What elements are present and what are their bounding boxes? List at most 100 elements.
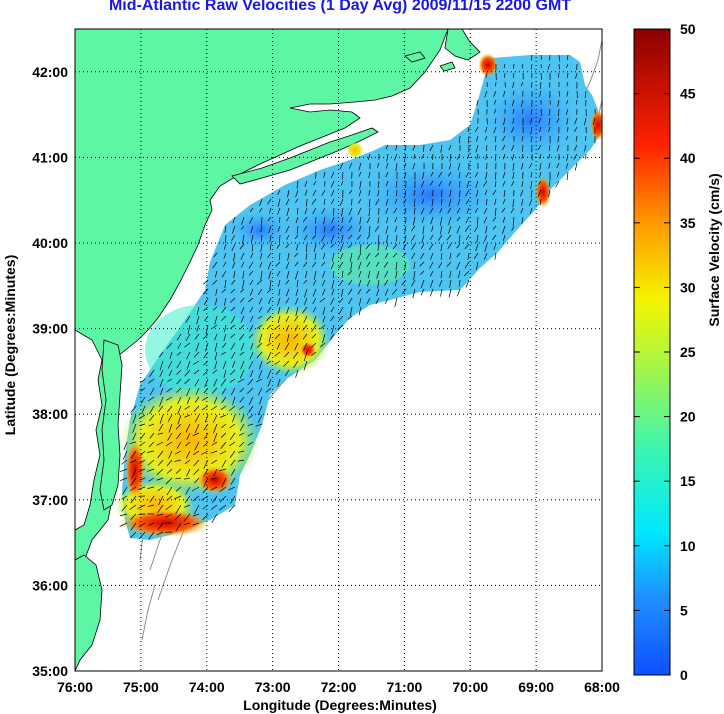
velocity-vector (494, 144, 497, 151)
velocity-vector (429, 144, 434, 152)
velocity-vector (285, 369, 290, 376)
velocity-vector (338, 315, 344, 321)
velocity-vector (173, 495, 182, 500)
velocity-vector (566, 54, 569, 61)
velocity-vector (366, 297, 371, 305)
velocity-vector (277, 189, 281, 195)
velocity-vector (258, 369, 263, 379)
velocity-vector (349, 306, 353, 316)
velocity-vector (296, 243, 299, 251)
velocity-vector (512, 216, 515, 226)
velocity-vector (130, 513, 137, 520)
velocity-vector (446, 234, 452, 241)
chesapeake-bay (75, 329, 103, 531)
velocity-vector (240, 261, 245, 268)
velocity-vector (493, 90, 497, 97)
velocity-vector (147, 459, 155, 466)
velocity-vector (520, 99, 524, 107)
velocity-vector (247, 387, 254, 394)
velocity-vector (193, 459, 200, 467)
y-tick-label: 42:00 (32, 64, 68, 80)
velocity-vector (222, 360, 227, 369)
velocity-vector (139, 450, 146, 457)
velocity-vector (421, 198, 425, 204)
velocity-vector (132, 432, 137, 441)
velocity-vector (123, 441, 128, 451)
velocity-vector (411, 252, 416, 259)
velocity-vector (268, 270, 272, 280)
y-tick-label: 36:00 (32, 577, 68, 593)
land-mainland (75, 29, 449, 621)
velocity-vector (556, 117, 560, 123)
velocity-vector (238, 450, 245, 453)
velocity-vector (511, 99, 515, 107)
velocity-vector (465, 189, 470, 197)
velocity-vector (229, 378, 236, 383)
velocity-vector (438, 180, 443, 187)
velocity-vector (186, 432, 191, 440)
velocity-vector (331, 189, 335, 197)
velocity-vector (420, 207, 425, 215)
velocity-vector (503, 63, 506, 69)
velocity-vector (558, 90, 560, 97)
field-patch-cyan (145, 305, 255, 395)
velocity-vector (203, 360, 209, 366)
velocity-vector (175, 477, 182, 480)
velocity-vector (358, 261, 362, 270)
velocity-vector (269, 234, 272, 243)
velocity-vector (119, 477, 128, 482)
velocity-vector (385, 225, 389, 234)
velocity-vector (230, 495, 236, 504)
velocity-vector (419, 261, 425, 267)
velocity-vector (313, 270, 317, 280)
velocity-vector (203, 441, 209, 447)
velocity-vector (149, 495, 155, 503)
velocity-vector (483, 252, 488, 260)
velocity-vector (386, 216, 389, 224)
velocity-vector (383, 261, 389, 268)
velocity-vector (448, 171, 452, 177)
velocity-vector (492, 225, 497, 230)
velocity-vector (122, 486, 128, 495)
x-tick-label: 74:00 (189, 679, 225, 695)
velocity-vector (131, 468, 137, 479)
velocity-vector (422, 171, 425, 180)
velocity-vector (213, 378, 218, 387)
velocity-vector (493, 243, 497, 250)
velocity-vector (277, 315, 281, 324)
velocity-vector (193, 369, 200, 375)
velocity-vector (341, 234, 344, 243)
velocity-vector (447, 207, 452, 214)
velocity-vector (174, 513, 182, 521)
velocity-vector (465, 171, 470, 178)
velocity-vector (412, 162, 416, 170)
velocity-vector (540, 72, 542, 80)
velocity-vector (303, 261, 308, 268)
velocity-vector (384, 279, 389, 286)
velocity-vector (220, 432, 227, 438)
velocity-vector (268, 333, 272, 343)
x-axis-ticks: 76:00 75:00 74:00 73:00 72:00 71:00 70:00 69:00… (57, 679, 620, 695)
velocity-vector (305, 252, 308, 260)
velocity-vector (228, 504, 236, 512)
field-patch-blue (360, 160, 500, 230)
velocity-vector (521, 153, 524, 160)
velocity-vector (384, 297, 389, 305)
velocity-vector (230, 387, 236, 396)
velocity-vector (395, 234, 398, 242)
velocity-vector (429, 207, 434, 215)
velocity-vector (149, 432, 155, 439)
velocity-vector (250, 234, 254, 244)
velocity-vector (428, 243, 434, 251)
velocity-vector (211, 459, 218, 464)
velocity-vector (176, 369, 182, 375)
velocity-vector (512, 117, 515, 124)
velocity-vector (267, 306, 272, 313)
velocity-vector (148, 396, 155, 402)
velocity-vector (494, 108, 497, 114)
velocity-vector (294, 252, 299, 258)
velocity-vector (485, 171, 488, 180)
velocity-vector (259, 207, 263, 213)
velocity-vector (165, 441, 173, 447)
velocity-vector (194, 423, 200, 434)
